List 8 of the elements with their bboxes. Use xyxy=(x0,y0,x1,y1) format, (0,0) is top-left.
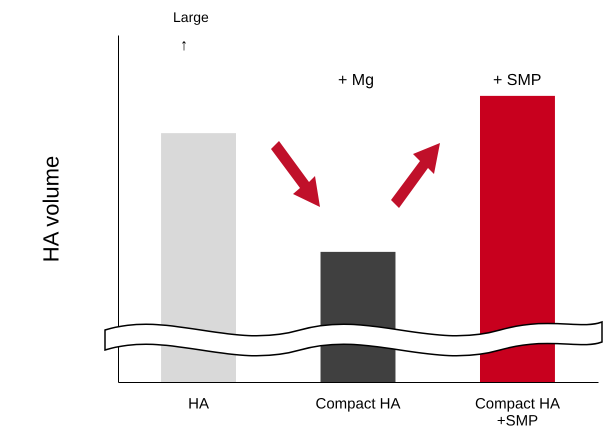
x-tick-label: Compact HA +SMP xyxy=(474,396,560,430)
x-tick-label: Compact HA xyxy=(315,396,401,412)
text: Large xyxy=(173,9,210,25)
text: ↑ xyxy=(180,37,188,54)
text: + Mg xyxy=(338,72,374,89)
y-axis-title: HA volume xyxy=(38,156,64,262)
x-tick-label: HA xyxy=(188,396,209,412)
text: + SMP xyxy=(493,72,542,89)
